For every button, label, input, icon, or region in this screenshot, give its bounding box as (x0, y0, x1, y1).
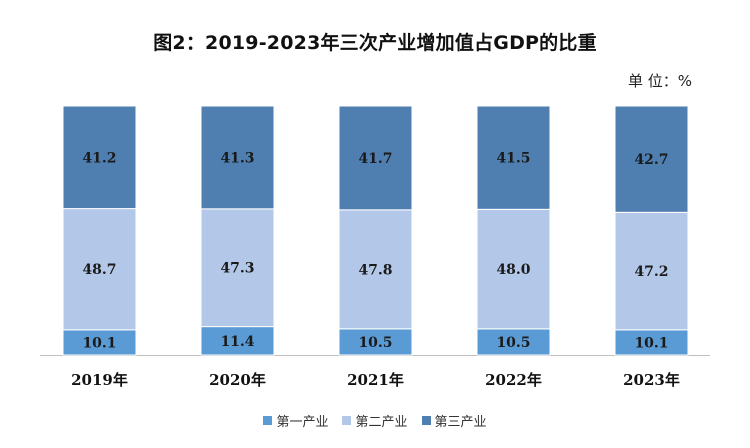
x-tick-label-2022年: 2022年 (485, 371, 542, 389)
data-label-primary-2019年: 10.1 (82, 335, 116, 351)
data-label-secondary-2023年: 47.2 (634, 264, 668, 280)
x-tick-label-2021年: 2021年 (347, 371, 404, 389)
bar-segment-primary-2022年 (476, 328, 551, 356)
legend-label-primary: 第一产业 (276, 415, 329, 430)
bar-segment-tertiary-2021年 (338, 105, 413, 211)
bar-segment-tertiary-2023年 (614, 105, 689, 213)
legend-swatch-secondary (342, 416, 352, 425)
bar-segment-primary-2021年 (338, 328, 413, 356)
data-label-tertiary-2023年: 42.7 (634, 152, 668, 168)
bar-segment-tertiary-2020年 (200, 105, 275, 210)
legend-swatch-tertiary (421, 416, 431, 425)
bar-segment-primary-2020年 (200, 326, 275, 356)
data-label-primary-2020年: 11.4 (220, 334, 254, 350)
chart-title: 图2：2019-2023年三次产业增加值占GDP的比重 (153, 32, 597, 54)
x-tick-label-2019年: 2019年 (71, 371, 128, 389)
data-label-primary-2022年: 10.5 (496, 335, 530, 351)
bar-segment-primary-2019年 (62, 329, 137, 356)
data-label-tertiary-2022年: 41.5 (496, 151, 530, 167)
data-label-tertiary-2021年: 41.7 (358, 151, 392, 167)
data-label-secondary-2022年: 48.0 (496, 262, 530, 278)
bar-segment-secondary-2023年 (614, 211, 689, 331)
data-label-secondary-2019年: 48.7 (82, 262, 116, 278)
legend-swatch-primary (263, 416, 273, 425)
data-label-tertiary-2020年: 41.3 (220, 150, 254, 166)
data-label-secondary-2020年: 47.3 (220, 261, 254, 277)
bar-segment-secondary-2021年 (338, 209, 413, 330)
legend-label-secondary: 第二产业 (355, 415, 408, 430)
data-label-primary-2023年: 10.1 (634, 335, 668, 351)
unit-label: 单 位：% (627, 72, 692, 90)
data-label-secondary-2021年: 47.8 (358, 262, 392, 278)
data-label-primary-2021年: 10.5 (358, 335, 392, 351)
legend-item-secondary: 第二产业 (342, 411, 408, 430)
x-tick-label-2023年: 2023年 (623, 371, 680, 389)
legend-item-tertiary: 第三产业 (421, 411, 487, 430)
bar-segment-secondary-2020年 (200, 208, 275, 328)
bar-segment-secondary-2022年 (476, 208, 551, 330)
legend-label-tertiary: 第三产业 (434, 415, 487, 430)
legend-item-primary: 第一产业 (263, 411, 328, 430)
data-label-tertiary-2019年: 41.2 (82, 150, 116, 166)
chart-legend: 第一产业 第二产业 第三产业 (0, 411, 750, 430)
bar-segment-tertiary-2022年 (476, 105, 551, 210)
bar-segment-tertiary-2019年 (62, 105, 137, 210)
x-tick-label-2020年: 2020年 (209, 371, 266, 389)
